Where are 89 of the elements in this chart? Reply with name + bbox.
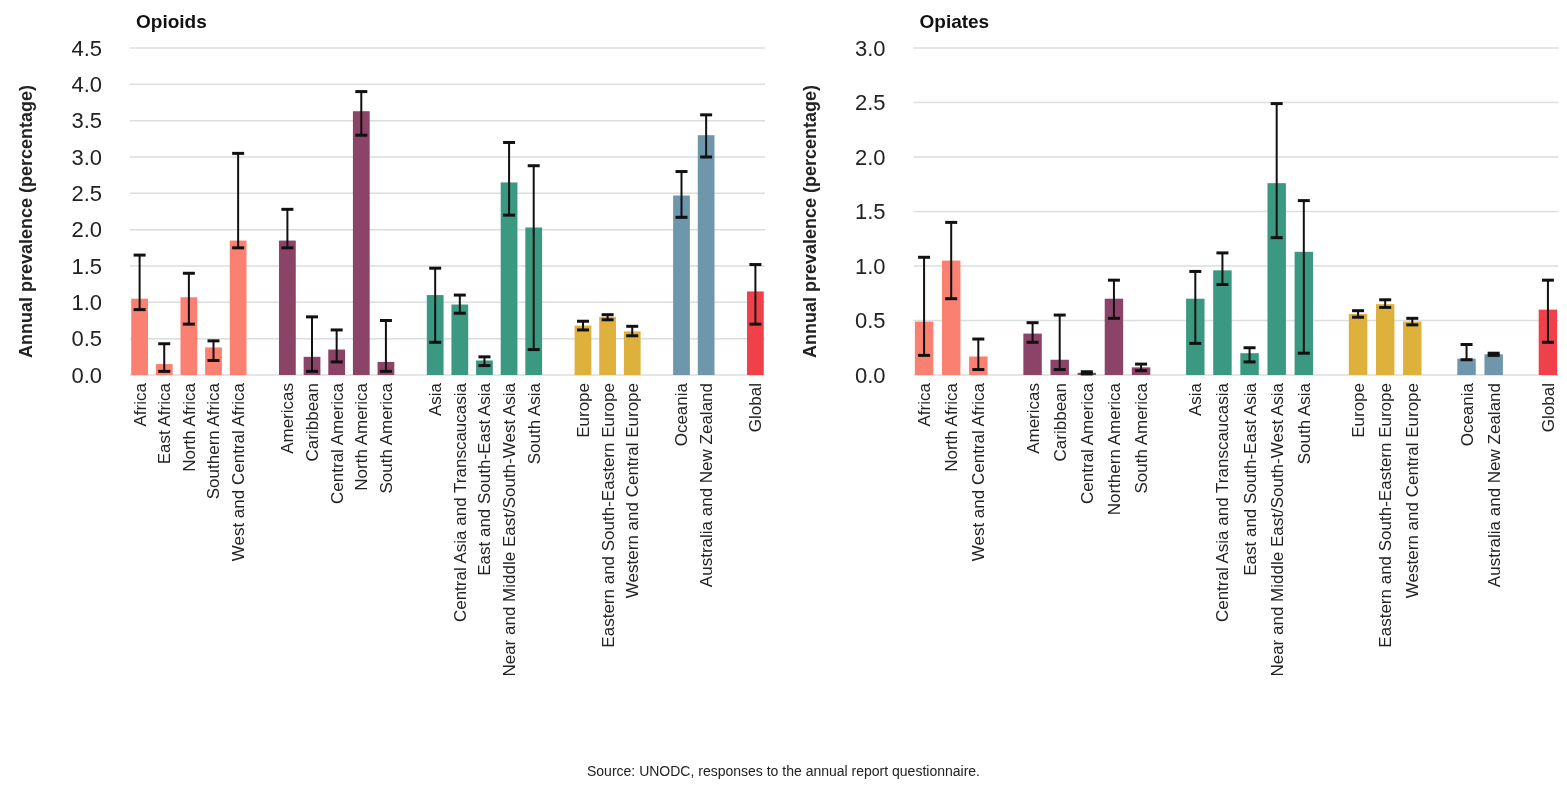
bar	[525, 227, 543, 375]
bar	[352, 111, 370, 375]
y-axis-title: Annual prevalence (percentage)	[799, 84, 820, 359]
y-tick-label: 2.5	[854, 90, 886, 116]
x-tick-label: Central Asia and Transcaucasia	[1213, 382, 1233, 623]
bar	[500, 182, 518, 375]
y-tick-label: 2.0	[854, 144, 886, 170]
x-tick-label: North America	[352, 382, 372, 491]
x-tick-label: Australia and New Zealand	[697, 383, 717, 588]
bar	[229, 240, 247, 375]
x-tick-label: Central America	[327, 382, 347, 504]
bar	[1104, 298, 1124, 375]
x-tick-label: Oceania	[672, 382, 692, 447]
y-tick-label: 4.0	[71, 72, 102, 98]
bar	[941, 260, 961, 375]
bar	[180, 297, 198, 375]
y-tick-label: 2.5	[71, 181, 102, 207]
bar	[1538, 309, 1558, 375]
bar	[1457, 358, 1476, 375]
x-tick-label: Global	[746, 383, 766, 433]
x-tick-label: North Africa	[179, 382, 199, 472]
x-tick-label: South Asia	[1294, 382, 1314, 465]
x-tick-label: Eastern and South-Eastern Europe	[598, 383, 618, 648]
y-tick-label: 1.5	[71, 253, 102, 279]
chart-title: Opiates	[919, 11, 990, 32]
x-tick-label: Europe	[1349, 383, 1369, 438]
bar	[1484, 354, 1503, 375]
x-tick-label: Caribbean	[302, 383, 322, 462]
y-tick-label: 1.5	[854, 199, 886, 225]
x-tick-label: Africa	[130, 382, 150, 427]
x-tick-label: Eastern and South-Eastern Europe	[1376, 383, 1396, 648]
x-tick-label: Central America	[1077, 382, 1097, 504]
x-tick-label: East Africa	[155, 382, 175, 465]
x-tick-label: Near and Middle East/South-West Asia	[1267, 382, 1287, 677]
y-axis-title: Annual prevalence (percentage)	[16, 84, 36, 359]
bar	[1375, 304, 1395, 375]
x-tick-label: Western and Central Europe	[1403, 383, 1423, 599]
bar	[1348, 313, 1368, 375]
bar	[574, 325, 592, 375]
y-tick-label: 0.0	[854, 362, 886, 388]
x-tick-label: Americas	[278, 383, 298, 454]
x-tick-label: Northern America	[1104, 382, 1124, 516]
x-tick-label: Central Asia and Transcaucasia	[450, 382, 470, 623]
bar	[426, 295, 444, 375]
x-tick-label: South America	[376, 382, 396, 494]
y-tick-label: 0.5	[71, 326, 102, 352]
source-note: Source: UNODC, responses to the annual report questionnaire.	[587, 763, 980, 779]
y-tick-label: 2.0	[71, 217, 102, 243]
y-tick-label: 4.5	[71, 35, 102, 61]
chart-title: Opioids	[136, 11, 207, 32]
bar	[623, 331, 641, 375]
bar	[1213, 270, 1232, 375]
x-tick-label: Americas	[1023, 383, 1043, 454]
bar	[279, 240, 296, 375]
y-tick-label: 0.0	[71, 362, 102, 388]
x-tick-label: Global	[1538, 383, 1558, 433]
x-tick-label: South America	[1132, 382, 1152, 494]
x-tick-label: South Asia	[524, 382, 544, 465]
bar	[697, 135, 715, 375]
y-tick-label: 3.0	[71, 144, 102, 170]
bar	[1186, 298, 1205, 375]
y-tick-label: 0.5	[854, 308, 886, 334]
y-tick-label: 1.0	[854, 253, 886, 279]
x-tick-label: Caribbean	[1050, 383, 1070, 462]
bar	[131, 298, 148, 375]
x-tick-label: West and Central Africa	[229, 382, 249, 562]
x-tick-label: Europe	[573, 383, 593, 438]
x-tick-label: West and Central Africa	[969, 382, 989, 562]
x-tick-label: Southern Africa	[204, 382, 224, 500]
bar	[451, 304, 469, 375]
x-tick-label: East and South-East Asia	[1240, 382, 1260, 576]
bar	[1403, 321, 1422, 375]
x-tick-label: Western and Central Europe	[623, 383, 643, 599]
x-tick-label: Asia	[426, 382, 446, 417]
x-tick-label: Australia and New Zealand	[1484, 383, 1504, 588]
x-tick-label: Near and Middle East/South-West Asia	[500, 382, 520, 677]
bar	[673, 195, 690, 375]
bar	[747, 291, 764, 375]
y-tick-label: 3.5	[71, 108, 102, 134]
y-tick-label: 3.0	[854, 35, 886, 61]
x-tick-label: North Africa	[942, 382, 962, 472]
bar	[599, 316, 616, 375]
x-tick-label: Africa	[915, 382, 935, 427]
x-tick-label: Oceania	[1457, 382, 1477, 447]
x-tick-label: Asia	[1186, 382, 1206, 417]
y-tick-label: 1.0	[71, 290, 102, 316]
bar	[1023, 333, 1042, 375]
x-tick-label: East and South-East Asia	[475, 382, 495, 576]
bar	[1267, 183, 1286, 375]
